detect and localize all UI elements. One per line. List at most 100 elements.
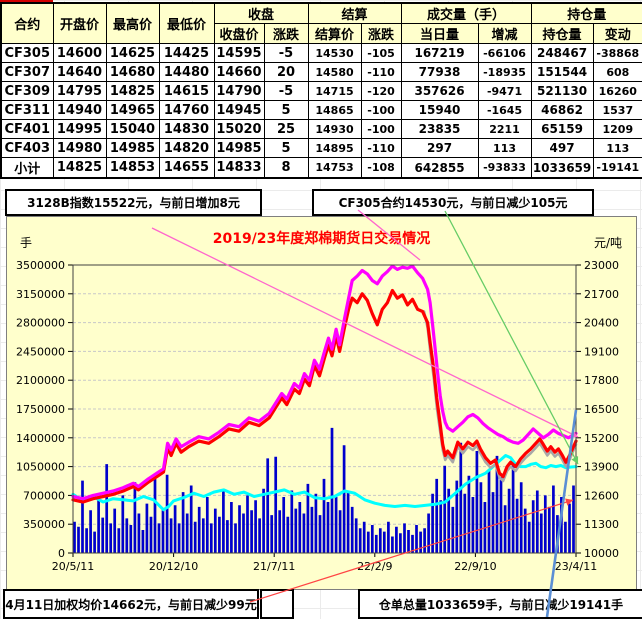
- value-cell[interactable]: -105: [360, 43, 402, 63]
- value-cell[interactable]: 8: [263, 157, 309, 179]
- value-cell[interactable]: -93833: [477, 157, 532, 179]
- column-group-header[interactable]: 收盘: [213, 2, 309, 24]
- value-cell[interactable]: -38868: [592, 43, 642, 63]
- column-group-header[interactable]: 结算: [307, 2, 402, 24]
- value-cell[interactable]: -110: [360, 138, 402, 158]
- value-cell[interactable]: 14980: [52, 138, 107, 158]
- value-cell[interactable]: 14995: [52, 119, 107, 139]
- value-cell[interactable]: 167219: [400, 43, 479, 63]
- value-cell[interactable]: 2211: [477, 119, 532, 139]
- value-cell[interactable]: 14625: [105, 43, 160, 63]
- contract-cell[interactable]: CF307: [0, 62, 54, 82]
- value-cell[interactable]: 14795: [52, 81, 107, 101]
- value-cell[interactable]: -5: [263, 81, 309, 101]
- value-cell[interactable]: -66106: [477, 43, 532, 63]
- value-cell[interactable]: 14985: [213, 138, 265, 158]
- value-cell[interactable]: 113: [592, 138, 642, 158]
- value-cell[interactable]: 5: [263, 100, 309, 120]
- value-cell[interactable]: 14865: [307, 100, 362, 120]
- value-cell[interactable]: -100: [360, 100, 402, 120]
- value-cell[interactable]: 15040: [105, 119, 160, 139]
- value-cell[interactable]: 5: [263, 138, 309, 158]
- value-cell[interactable]: 357626: [400, 81, 479, 101]
- value-cell[interactable]: 25: [263, 119, 309, 139]
- value-cell[interactable]: 1209: [592, 119, 642, 139]
- column-header[interactable]: 涨跌: [263, 23, 309, 44]
- value-cell[interactable]: 1537: [592, 100, 642, 120]
- value-cell[interactable]: 14655: [158, 157, 215, 179]
- value-cell[interactable]: 14480: [158, 62, 215, 82]
- value-cell[interactable]: 14715: [307, 81, 362, 101]
- column-header[interactable]: 结算价: [307, 23, 362, 44]
- contract-cell[interactable]: CF305: [0, 43, 54, 63]
- value-cell[interactable]: 14825: [105, 81, 160, 101]
- value-cell[interactable]: 65159: [530, 119, 594, 139]
- column-group-header[interactable]: 最高价: [105, 2, 160, 44]
- column-group-header[interactable]: 持仓量: [530, 2, 642, 24]
- value-cell[interactable]: 14615: [158, 81, 215, 101]
- column-group-header[interactable]: 成交量（手）: [400, 2, 532, 24]
- value-cell[interactable]: -1645: [477, 100, 532, 120]
- value-cell[interactable]: -110: [360, 62, 402, 82]
- value-cell[interactable]: 15020: [213, 119, 265, 139]
- column-header[interactable]: 增减: [477, 23, 532, 44]
- value-cell[interactable]: -100: [360, 119, 402, 139]
- value-cell[interactable]: 14753: [307, 157, 362, 179]
- value-cell[interactable]: 14830: [158, 119, 215, 139]
- value-cell[interactable]: 14945: [213, 100, 265, 120]
- value-cell[interactable]: 297: [400, 138, 479, 158]
- value-cell[interactable]: 15940: [400, 100, 479, 120]
- column-group-header[interactable]: 开盘价: [52, 2, 107, 44]
- value-cell[interactable]: 14600: [52, 43, 107, 63]
- value-cell[interactable]: 14660: [213, 62, 265, 82]
- value-cell[interactable]: 248467: [530, 43, 594, 63]
- value-cell[interactable]: 20: [263, 62, 309, 82]
- column-group-header[interactable]: 最低价: [158, 2, 215, 44]
- value-cell[interactable]: 14965: [105, 100, 160, 120]
- value-cell[interactable]: -19141: [592, 157, 642, 179]
- value-cell[interactable]: 642855: [400, 157, 479, 179]
- column-header[interactable]: 持仓量: [530, 23, 594, 44]
- value-cell[interactable]: 23835: [400, 119, 479, 139]
- value-cell[interactable]: 14760: [158, 100, 215, 120]
- value-cell[interactable]: 151544: [530, 62, 594, 82]
- value-cell[interactable]: -9471: [477, 81, 532, 101]
- value-cell[interactable]: 16260: [592, 81, 642, 101]
- contract-cell[interactable]: CF311: [0, 100, 54, 120]
- value-cell[interactable]: -18935: [477, 62, 532, 82]
- value-cell[interactable]: 14895: [307, 138, 362, 158]
- value-cell[interactable]: 1033659: [530, 157, 594, 179]
- contract-cell[interactable]: CF401: [0, 119, 54, 139]
- value-cell[interactable]: 14930: [307, 119, 362, 139]
- contract-cell[interactable]: 小计: [0, 157, 54, 179]
- value-cell[interactable]: 14825: [52, 157, 107, 179]
- column-header[interactable]: 变动: [592, 23, 642, 44]
- value-cell[interactable]: -108: [360, 157, 402, 179]
- value-cell[interactable]: 14853: [105, 157, 160, 179]
- value-cell[interactable]: 14833: [213, 157, 265, 179]
- value-cell[interactable]: 14940: [52, 100, 107, 120]
- value-cell[interactable]: 14790: [213, 81, 265, 101]
- value-cell[interactable]: 113: [477, 138, 532, 158]
- value-cell[interactable]: 14595: [213, 43, 265, 63]
- value-cell[interactable]: -120: [360, 81, 402, 101]
- value-cell[interactable]: -5: [263, 43, 309, 63]
- column-header[interactable]: 当日量: [400, 23, 479, 44]
- value-cell[interactable]: 14680: [105, 62, 160, 82]
- value-cell[interactable]: 46862: [530, 100, 594, 120]
- value-cell[interactable]: 14985: [105, 138, 160, 158]
- value-cell[interactable]: 14530: [307, 43, 362, 63]
- column-header[interactable]: 涨跌: [360, 23, 402, 44]
- value-cell[interactable]: 497: [530, 138, 594, 158]
- value-cell[interactable]: 521130: [530, 81, 594, 101]
- contract-cell[interactable]: CF309: [0, 81, 54, 101]
- value-cell[interactable]: 14425: [158, 43, 215, 63]
- column-header[interactable]: 收盘价: [213, 23, 265, 44]
- value-cell[interactable]: 14820: [158, 138, 215, 158]
- contract-cell[interactable]: CF403: [0, 138, 54, 158]
- value-cell[interactable]: 608: [592, 62, 642, 82]
- column-group-header[interactable]: 合约: [0, 2, 54, 44]
- value-cell[interactable]: 14640: [52, 62, 107, 82]
- value-cell[interactable]: 14580: [307, 62, 362, 82]
- value-cell[interactable]: 77938: [400, 62, 479, 82]
